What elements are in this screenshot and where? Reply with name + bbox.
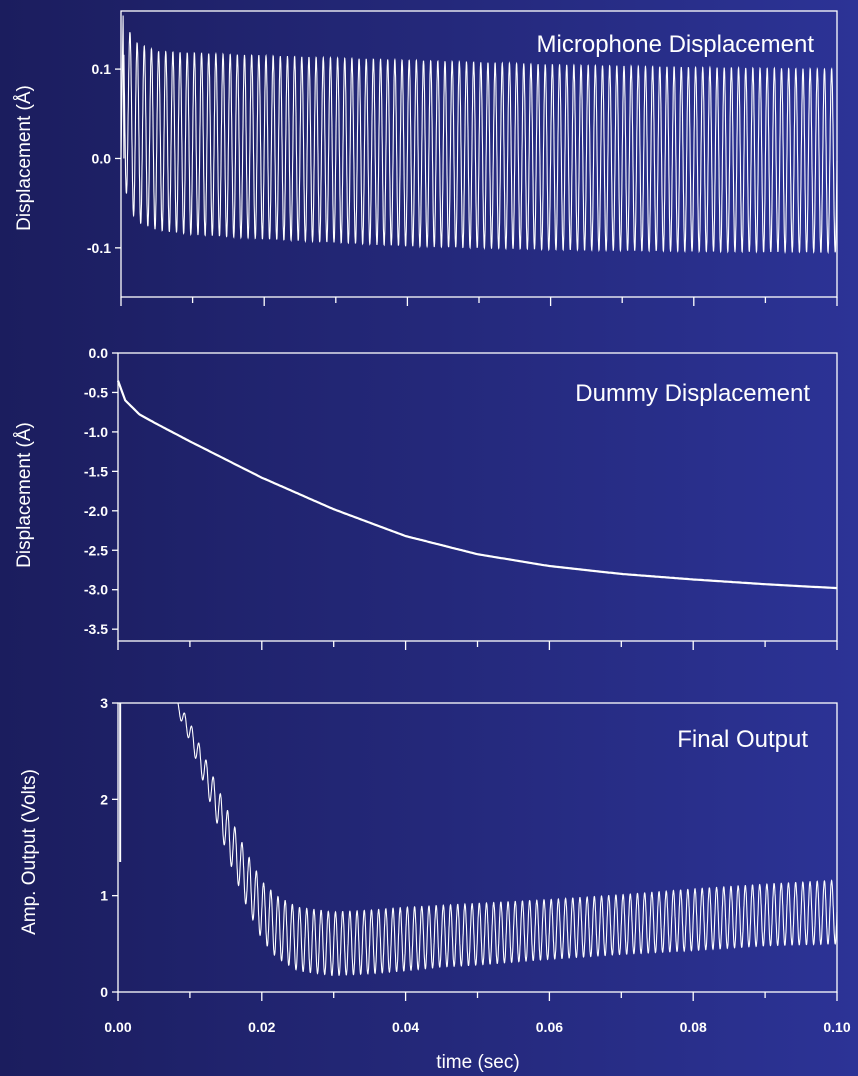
y-tick-label: -1.5 [84, 463, 108, 479]
y-tick-label: -2.5 [84, 542, 108, 558]
x-tick-label: 0.04 [392, 1019, 419, 1035]
chart-title-final: Final Output [677, 726, 808, 753]
y-tick-label: 0 [100, 984, 108, 1000]
panel-dummy-displacement: 0.0 -0.5 -1.0 -1.5 -2.0 -2.5 -3.0 -3.5 [84, 345, 838, 650]
y-tick-label: 0.0 [92, 150, 112, 166]
y-axis-label-microphone: Displacement (Å) [14, 85, 35, 231]
x-tick-label: 0.02 [248, 1019, 275, 1035]
y-tick-label: 0.1 [92, 61, 112, 77]
x-tick-label: 0.00 [104, 1019, 131, 1035]
y-tick-label: -1.0 [84, 424, 108, 440]
y-tick-label: -2.0 [84, 503, 108, 519]
y-tick-label: 0.0 [89, 345, 109, 361]
chart-title-dummy: Dummy Displacement [575, 380, 810, 407]
y-tick-label: -3.0 [84, 582, 108, 598]
x-tick-label: 0.10 [823, 1019, 850, 1035]
series-line [120, 15, 838, 255]
y-axis-label-final: Amp. Output (Volts) [19, 769, 40, 935]
series-line [116, 380, 838, 590]
x-tick-label: 0.08 [680, 1019, 707, 1035]
panel-final-output: 3 2 1 0 0.00 0.02 0.04 0.06 0.08 0.10 [100, 695, 851, 1035]
y-tick-label: -0.5 [84, 384, 108, 400]
y-axis-label-dummy: Displacement (Å) [14, 422, 35, 568]
chart-title-microphone: Microphone Displacement [537, 31, 815, 58]
y-tick-label: 3 [100, 695, 108, 711]
y-tick-label: -0.1 [87, 240, 111, 256]
x-axis-label: time (sec) [436, 1052, 519, 1073]
x-tick-label: 0.06 [536, 1019, 563, 1035]
y-tick-label: 2 [100, 791, 108, 807]
y-tick-label: 1 [100, 888, 108, 904]
series-line [175, 702, 838, 977]
y-tick-label: -3.5 [84, 621, 108, 637]
panel-microphone-displacement: 0.1 0.0 -0.1 [87, 10, 838, 306]
